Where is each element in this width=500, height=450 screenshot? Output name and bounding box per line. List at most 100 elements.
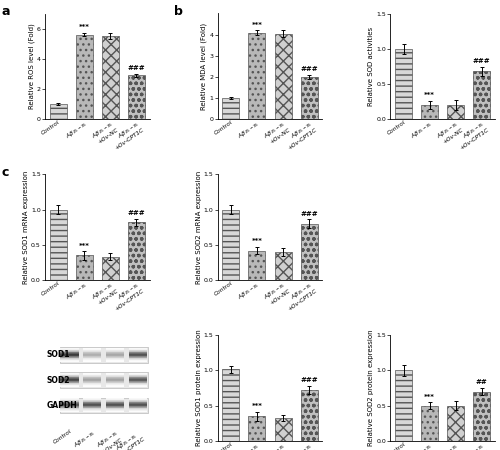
Bar — [60, 385, 78, 386]
Bar — [128, 405, 147, 406]
Bar — [128, 410, 147, 411]
Bar — [128, 386, 147, 387]
Bar — [106, 403, 124, 404]
Bar — [128, 351, 147, 352]
Bar — [106, 375, 124, 376]
Bar — [60, 348, 78, 349]
Text: ***: *** — [252, 404, 262, 410]
Bar — [106, 356, 124, 357]
Bar — [60, 359, 78, 360]
Bar — [128, 349, 147, 350]
Bar — [128, 379, 147, 380]
Bar — [83, 383, 102, 384]
Text: Control: Control — [52, 428, 72, 445]
Bar — [60, 408, 78, 409]
Bar — [474, 392, 490, 441]
Bar — [83, 356, 102, 357]
Bar — [76, 256, 93, 280]
Bar — [83, 376, 102, 377]
Bar — [274, 418, 291, 441]
Bar — [106, 354, 124, 355]
Bar — [60, 409, 78, 410]
Bar — [106, 409, 124, 410]
Text: ###: ### — [128, 210, 145, 216]
Bar — [128, 358, 147, 359]
Bar — [106, 350, 124, 351]
Bar — [76, 35, 93, 119]
Text: ##: ## — [476, 379, 488, 386]
Bar — [128, 350, 147, 351]
Bar — [60, 402, 78, 403]
Bar — [128, 403, 147, 404]
Bar — [128, 380, 147, 381]
Bar — [83, 398, 102, 399]
Bar — [106, 358, 124, 359]
Bar — [248, 32, 266, 119]
Bar — [60, 406, 78, 407]
Bar — [60, 399, 78, 400]
Bar — [83, 406, 102, 407]
Bar — [60, 383, 78, 384]
Bar — [222, 98, 240, 119]
Y-axis label: Relative SOD1 mRNA expression: Relative SOD1 mRNA expression — [23, 171, 29, 284]
Bar — [83, 377, 102, 378]
Y-axis label: Relative SOD1 protein expression: Relative SOD1 protein expression — [196, 330, 202, 446]
Bar — [102, 36, 119, 119]
Bar — [83, 407, 102, 408]
Bar — [83, 378, 102, 379]
Bar — [222, 369, 240, 441]
Text: ###: ### — [300, 378, 318, 383]
Bar — [83, 402, 102, 403]
Bar — [50, 104, 66, 119]
Bar — [128, 400, 147, 401]
Bar — [60, 353, 78, 354]
Text: A$\beta_{25-35}$
+Ov-NC: A$\beta_{25-35}$ +Ov-NC — [94, 428, 124, 450]
Bar — [300, 224, 318, 280]
Text: ***: *** — [79, 243, 90, 248]
Bar — [128, 76, 145, 119]
Bar — [128, 348, 147, 349]
Bar — [60, 373, 148, 387]
Bar — [60, 355, 78, 356]
Bar — [106, 410, 124, 411]
Bar — [83, 404, 102, 405]
Bar — [128, 404, 147, 405]
Bar — [60, 380, 78, 381]
Bar — [128, 360, 147, 361]
Bar — [474, 72, 490, 119]
Bar — [83, 380, 102, 381]
Bar — [83, 349, 102, 350]
Bar — [83, 382, 102, 383]
Bar — [106, 378, 124, 379]
Bar — [106, 360, 124, 361]
Bar — [106, 381, 124, 382]
Y-axis label: Relative SOD2 mRNA expression: Relative SOD2 mRNA expression — [196, 171, 202, 284]
Text: SOD1: SOD1 — [47, 351, 70, 360]
Bar — [60, 384, 78, 385]
Bar — [60, 411, 78, 412]
Bar — [106, 404, 124, 405]
Bar — [128, 402, 147, 403]
Bar — [83, 350, 102, 351]
Bar — [106, 408, 124, 409]
Bar — [106, 407, 124, 408]
Bar — [106, 379, 124, 380]
Bar — [128, 401, 147, 402]
Bar — [60, 361, 78, 362]
Bar — [83, 355, 102, 356]
Bar — [421, 406, 438, 441]
Bar — [128, 381, 147, 382]
Bar — [83, 405, 102, 406]
Bar — [60, 357, 78, 358]
Bar — [128, 408, 147, 409]
Bar — [106, 377, 124, 378]
Bar — [83, 352, 102, 353]
Bar — [274, 252, 291, 280]
Bar — [83, 348, 102, 349]
Bar — [60, 382, 78, 383]
Bar — [128, 375, 147, 376]
Y-axis label: Relative SOD activities: Relative SOD activities — [368, 27, 374, 106]
Bar — [83, 381, 102, 382]
Bar — [106, 382, 124, 383]
Bar — [60, 378, 78, 379]
